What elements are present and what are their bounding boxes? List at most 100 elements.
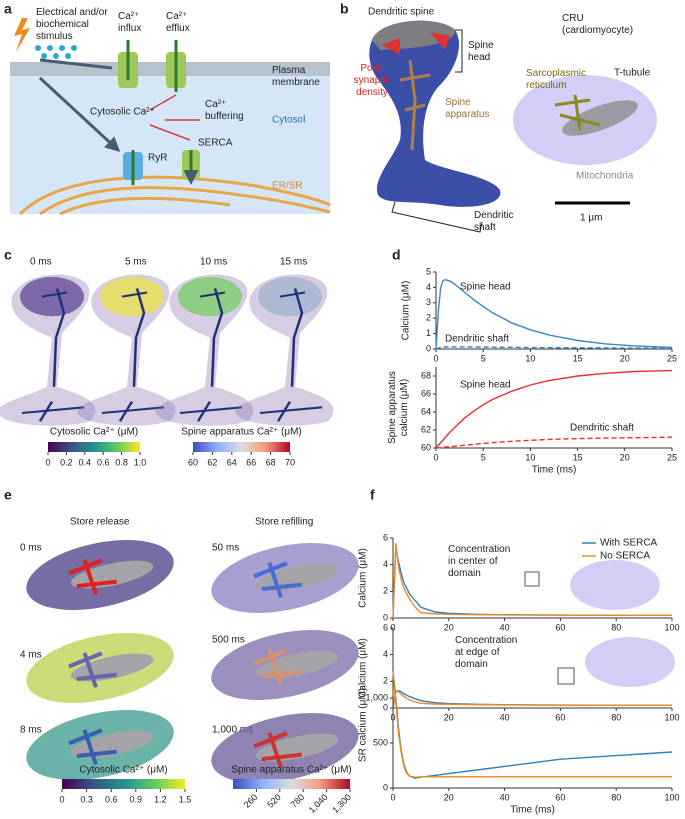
time-label: 5 ms [125,257,147,268]
neuron-body [0,274,96,426]
colorbar-tick-label: 1,300 [330,792,353,815]
neuron [155,274,254,426]
y-tick-label: 6 [383,532,388,542]
series-line [392,670,673,779]
cell [26,633,174,703]
y-tick-label: 0 [383,702,388,712]
inset-cell [570,560,660,610]
x-tick-label: 20 [444,712,454,722]
refilling-label: Store refilling [255,517,313,528]
x-tick-label: 80 [611,622,621,632]
series-line [435,278,673,350]
inset-cell [585,637,675,687]
colorbar-tick-label: 66 [246,457,256,467]
annotation: Concentration in center of domain [448,544,510,579]
x-tick-label: 100 [664,712,679,722]
y-axis-label: Spine apparatuscalcium (μM) [387,371,410,444]
y-tick-label: 500 [373,737,388,747]
inset-box [524,571,540,587]
y-axis-label: Calcium (μM) [358,638,369,698]
x-tick-label: 40 [500,792,510,802]
x-tick-label: 25 [667,452,677,462]
colorbar-tick-label: 780 [289,792,307,810]
cell [211,543,359,613]
x-tick-label: 0 [390,792,395,802]
y-tick-label: 1,000 [365,692,388,702]
spine-shape [369,20,501,207]
y-tick-label: 2 [383,586,388,596]
sr [253,648,302,685]
apparatus [179,288,243,422]
colorbar-tick-label: 0.8 [115,457,128,467]
dots [35,45,77,59]
x-tick-label: 60 [555,622,565,632]
colorbar-title: Cytosolic Ca²⁺ (μM) [79,765,167,776]
shaft-label: Dendritic shaft [474,210,513,233]
cytosolic-label: Cytosolic Ca²⁺ [90,107,155,118]
annotation-line: in center of [448,556,498,567]
release-label: Store release [70,517,130,528]
colorbar-title: Spine apparatus Ca²⁺ (μM) [181,427,302,438]
colorbar-tick-label: 0.2 [60,457,73,467]
er-membrane [18,175,331,216]
y-tick-label: 4 [383,649,388,659]
colorbar [62,779,185,789]
time-label: 4 ms [20,650,42,661]
y-axis-label: Calcium (μM) [401,281,412,341]
membrane-label: Plasma membrane [272,65,320,88]
colorbar-tick-label: 70 [285,457,295,467]
mito-label: Mitochondria [576,171,634,182]
series-label: Dendritic shaft [445,334,509,345]
mitochondria-shape [562,100,638,136]
series-line [435,369,673,449]
inset-box [557,667,575,685]
x-axis-label: Time (ms) [510,805,555,816]
colorbar-tick-label: 0.3 [80,794,93,804]
apparatus-label: Spine apparatus [445,97,489,120]
psd-label: Post-synaptic density [354,63,391,98]
time-label: 1,000 ms [212,725,253,736]
psd-shape [382,32,450,55]
colorbar-title: Spine apparatus Ca²⁺ (μM) [231,765,352,776]
neuron [0,274,96,426]
y-tick-label: 3 [426,297,431,307]
y-tick-label: 66 [421,388,431,398]
y-tick-label: 2 [426,313,431,323]
annotation-line: domain [448,568,481,579]
x-tick-label: 40 [500,712,510,722]
y-tick-label: 60 [421,442,431,452]
colorbar [193,442,290,452]
cell [211,630,359,700]
x-tick-label: 0 [390,622,395,632]
panel-label: d [392,247,401,263]
er-label: ER/SR [272,181,303,192]
stimulus-arrows [38,58,118,150]
y-axis-label: SR calcium (μM) [358,688,369,762]
ttubule-label: T-tubule [614,68,651,79]
colorbar-tick-label: 60 [188,457,198,467]
y-tick-label: 1 [426,328,431,338]
x-tick-label: 80 [611,792,621,802]
x-axis-label: Time (ms) [532,465,577,476]
x-tick-label: 80 [611,712,621,722]
lightning [14,18,30,52]
legend-label: No SERCA [600,551,650,562]
colorbar-tick-label: 62 [207,457,217,467]
colorbar-tick-label: 64 [227,457,237,467]
y-tick-label: 6 [383,622,388,632]
colorbar-tick-label: 0.6 [97,457,110,467]
cru-label: CRU (cardiomyocyte) [562,13,633,36]
spine-head [20,276,84,317]
sr-shape [554,94,601,131]
x-tick-label: 20 [444,792,454,802]
sr [68,558,117,595]
panel-b-art [369,20,657,233]
time-label: 0 ms [30,257,52,268]
stimulus-label: Electrical and/or biochemical stimulus [36,7,108,42]
head-bracket [455,29,463,73]
apparatus [259,288,323,422]
x-tick-label: 20 [620,353,630,363]
x-tick-label: 15 [573,452,583,462]
colorbar-tick-label: 1.2 [154,794,167,804]
panel-label: b [340,1,349,17]
